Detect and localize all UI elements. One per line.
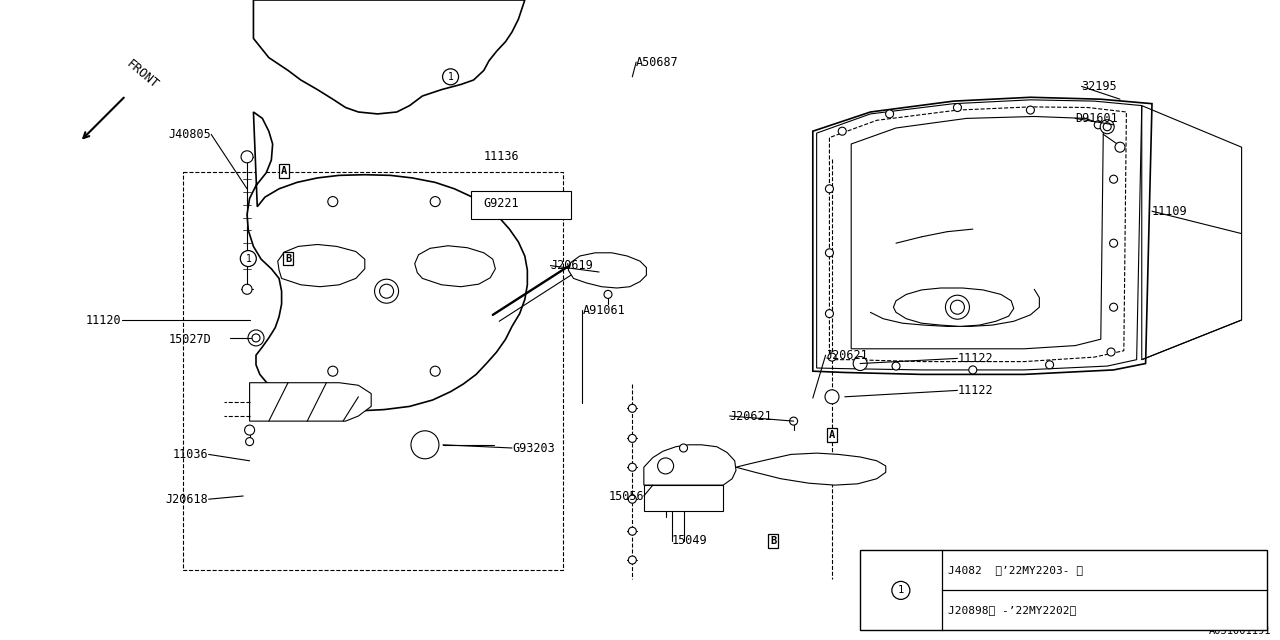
Circle shape (628, 527, 636, 535)
Text: A: A (282, 166, 287, 176)
Circle shape (1103, 123, 1111, 131)
Polygon shape (893, 288, 1014, 326)
Circle shape (443, 68, 458, 84)
Circle shape (951, 300, 964, 314)
Circle shape (430, 196, 440, 207)
Text: 1: 1 (246, 253, 251, 264)
Text: J20619: J20619 (550, 259, 593, 272)
Text: 15049: 15049 (672, 534, 708, 547)
Circle shape (828, 353, 836, 361)
Circle shape (946, 295, 969, 319)
Circle shape (1046, 361, 1053, 369)
Text: 11122: 11122 (957, 384, 993, 397)
Text: J20621: J20621 (826, 349, 868, 362)
Text: 11109: 11109 (1152, 205, 1188, 218)
Text: 32195: 32195 (1082, 80, 1117, 93)
Text: J20618: J20618 (166, 493, 209, 506)
Circle shape (244, 425, 255, 435)
Text: G93203: G93203 (512, 442, 554, 454)
Text: B: B (771, 536, 776, 546)
Circle shape (252, 334, 260, 342)
Text: J20621: J20621 (730, 410, 772, 422)
Circle shape (826, 310, 833, 317)
Circle shape (892, 581, 910, 600)
Circle shape (892, 362, 900, 370)
Bar (860, 550, 1267, 630)
Circle shape (838, 127, 846, 135)
Text: FRONT: FRONT (124, 58, 161, 92)
Circle shape (604, 291, 612, 298)
Text: 15056: 15056 (608, 490, 644, 502)
Circle shape (886, 110, 893, 118)
Circle shape (969, 366, 977, 374)
Circle shape (826, 185, 833, 193)
Circle shape (628, 463, 636, 471)
Circle shape (1107, 348, 1115, 356)
Polygon shape (644, 445, 736, 485)
Text: J40805: J40805 (169, 128, 211, 141)
Text: 11120: 11120 (86, 314, 122, 326)
Circle shape (375, 279, 398, 303)
Polygon shape (247, 112, 527, 411)
Circle shape (658, 458, 673, 474)
Circle shape (1115, 142, 1125, 152)
Circle shape (241, 151, 253, 163)
Bar (471, 191, 571, 219)
Text: 1: 1 (448, 72, 453, 82)
Circle shape (1027, 106, 1034, 114)
Circle shape (680, 444, 687, 452)
Text: A: A (829, 430, 835, 440)
Text: 11136: 11136 (484, 150, 520, 163)
Text: 11122: 11122 (957, 352, 993, 365)
Text: A91061: A91061 (582, 304, 625, 317)
Polygon shape (568, 253, 646, 288)
Polygon shape (851, 116, 1103, 349)
Polygon shape (736, 453, 886, 485)
Circle shape (242, 284, 252, 294)
Circle shape (1110, 239, 1117, 247)
Circle shape (246, 438, 253, 445)
Circle shape (954, 104, 961, 111)
Circle shape (241, 250, 256, 266)
Circle shape (826, 390, 838, 404)
Circle shape (1101, 120, 1114, 134)
Circle shape (1110, 175, 1117, 183)
Text: B: B (285, 253, 291, 264)
Polygon shape (250, 383, 371, 421)
Circle shape (328, 366, 338, 376)
Circle shape (628, 556, 636, 564)
Polygon shape (813, 97, 1152, 374)
Text: 1: 1 (897, 586, 904, 595)
Circle shape (430, 366, 440, 376)
Circle shape (628, 435, 636, 442)
Circle shape (328, 196, 338, 207)
Text: A50687: A50687 (636, 56, 678, 68)
Text: A031001191: A031001191 (1208, 626, 1271, 636)
Circle shape (1094, 121, 1102, 129)
Text: G9221: G9221 (484, 197, 520, 210)
Circle shape (380, 284, 393, 298)
Bar (644, 485, 723, 511)
Circle shape (628, 495, 636, 503)
Circle shape (790, 417, 797, 425)
Circle shape (1110, 303, 1117, 311)
Circle shape (854, 356, 867, 371)
Circle shape (826, 249, 833, 257)
Circle shape (628, 404, 636, 412)
Circle shape (662, 503, 669, 511)
Circle shape (248, 330, 264, 346)
Text: J20898〈 -’22MY2202〉: J20898〈 -’22MY2202〉 (947, 605, 1075, 616)
Circle shape (411, 431, 439, 459)
Text: 15027D: 15027D (169, 333, 211, 346)
Text: 11036: 11036 (173, 448, 209, 461)
Text: D91601: D91601 (1075, 112, 1117, 125)
Text: J4082  〈’22MY2203- 〉: J4082 〈’22MY2203- 〉 (947, 565, 1083, 575)
